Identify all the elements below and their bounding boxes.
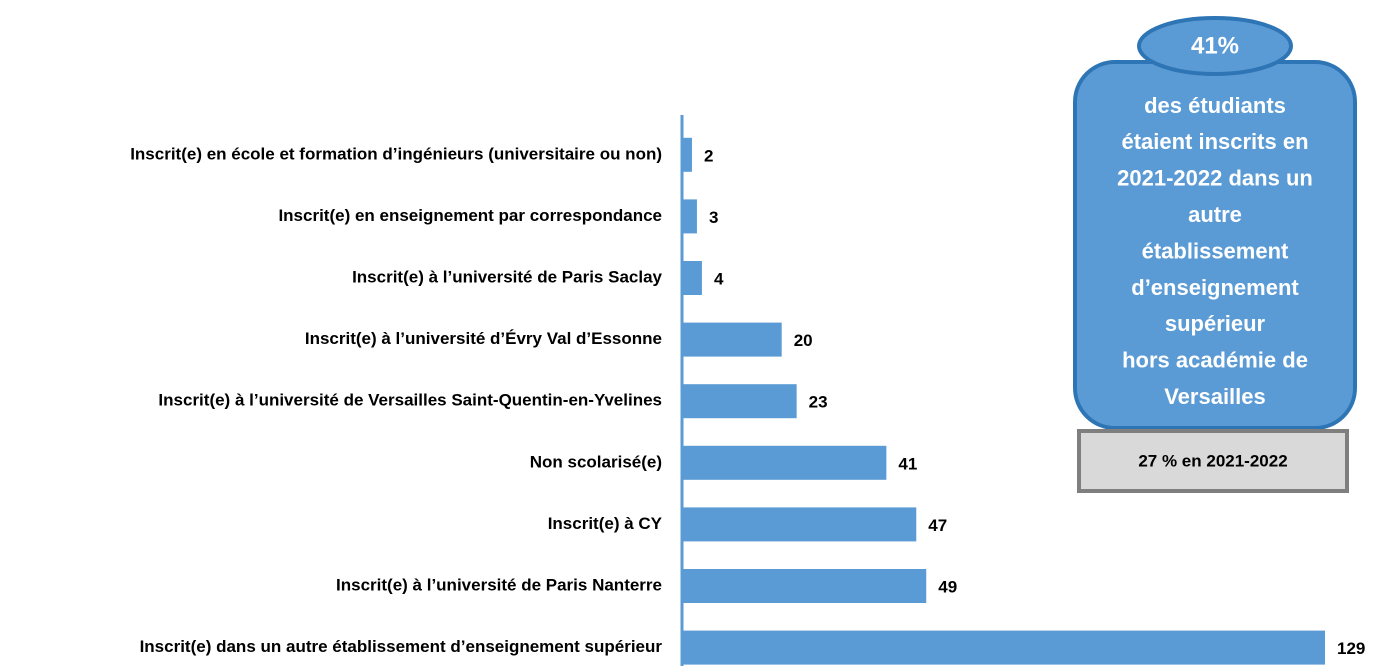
- callout-text: hors académie de: [1122, 348, 1308, 373]
- callout-text: étaient inscrits en: [1121, 129, 1308, 154]
- callout-text: autre: [1188, 202, 1242, 227]
- callout-text: d’enseignement: [1131, 275, 1299, 300]
- bar: [682, 507, 917, 542]
- callout-text: Versailles: [1164, 384, 1266, 409]
- bar: [682, 199, 697, 234]
- callout-text: supérieur: [1165, 311, 1266, 336]
- bar: [682, 630, 1325, 665]
- data-label: 47: [928, 516, 947, 535]
- bar: [682, 322, 782, 357]
- data-label: 3: [709, 208, 718, 227]
- bar: [682, 137, 692, 172]
- y-tick-label: Inscrit(e) à l’université de Versailles …: [158, 391, 662, 410]
- bar: [682, 569, 927, 603]
- data-label: 49: [938, 577, 957, 596]
- data-label: 23: [809, 393, 828, 412]
- bar: [682, 261, 702, 295]
- callout-text: 2021-2022 dans un: [1117, 166, 1313, 191]
- callout-bubble: [1137, 16, 1293, 76]
- comparison-text: 27 % en 2021-2022: [1138, 451, 1287, 470]
- callout-text: établissement: [1142, 238, 1289, 263]
- callout-text: des étudiants: [1144, 93, 1286, 118]
- y-tick-label: Inscrit(e) à l’université d’Évry Val d’E…: [305, 329, 662, 348]
- y-tick-label: Inscrit(e) à CY: [548, 514, 663, 533]
- bar: [682, 384, 797, 419]
- data-label: 41: [898, 454, 917, 473]
- callout: 41%: [1073, 16, 1357, 430]
- data-label: 20: [794, 331, 813, 350]
- comparison-box: [1077, 429, 1349, 493]
- y-tick-label: Inscrit(e) en école et formation d’ingén…: [130, 144, 662, 163]
- y-tick-label: Inscrit(e) à l’université de Paris Nante…: [336, 575, 662, 594]
- y-tick-label: Inscrit(e) dans un autre établissement d…: [140, 637, 663, 656]
- data-label: 129: [1337, 639, 1365, 658]
- y-tick-label: Non scolarisé(e): [530, 452, 662, 471]
- data-label: 2: [704, 146, 713, 165]
- data-label: 4: [714, 269, 724, 288]
- y-tick-label: Inscrit(e) en enseignement par correspon…: [278, 206, 662, 225]
- callout-value: 41%: [1191, 32, 1239, 59]
- y-tick-label: Inscrit(e) à l’université de Paris Sacla…: [352, 267, 662, 286]
- bar: [682, 445, 887, 480]
